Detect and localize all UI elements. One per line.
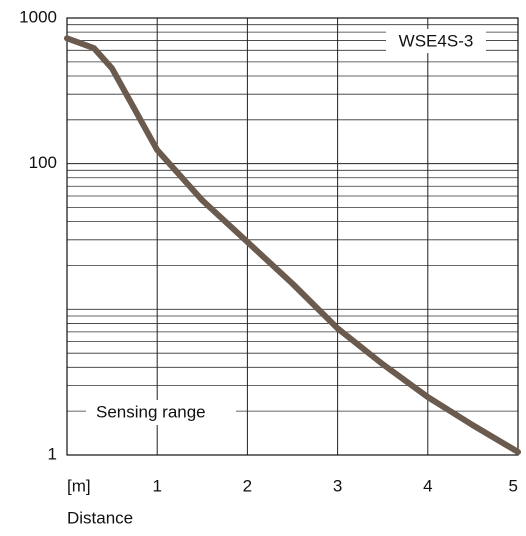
x-tick-label: 2 bbox=[243, 476, 252, 495]
legend-label: WSE4S-3 bbox=[399, 31, 474, 50]
y-axis-label: Sensing range bbox=[96, 402, 206, 421]
y-tick-label: 100 bbox=[29, 153, 57, 172]
y-tick-label: 1000 bbox=[19, 7, 57, 26]
x-tick-label: 4 bbox=[423, 476, 432, 495]
y-label-bg bbox=[86, 400, 236, 425]
line-series bbox=[64, 35, 521, 455]
x-tick-label: 5 bbox=[509, 476, 518, 495]
plot-border bbox=[66, 17, 519, 456]
x-tick-label: 1 bbox=[152, 476, 161, 495]
legend-bg bbox=[386, 29, 486, 53]
x-axis-label: Distance bbox=[67, 508, 133, 527]
plot-area bbox=[67, 18, 518, 455]
x-tick-label: 3 bbox=[333, 476, 342, 495]
x-tick-label: [m] bbox=[67, 476, 91, 495]
y-tick-label: 1 bbox=[48, 444, 57, 463]
